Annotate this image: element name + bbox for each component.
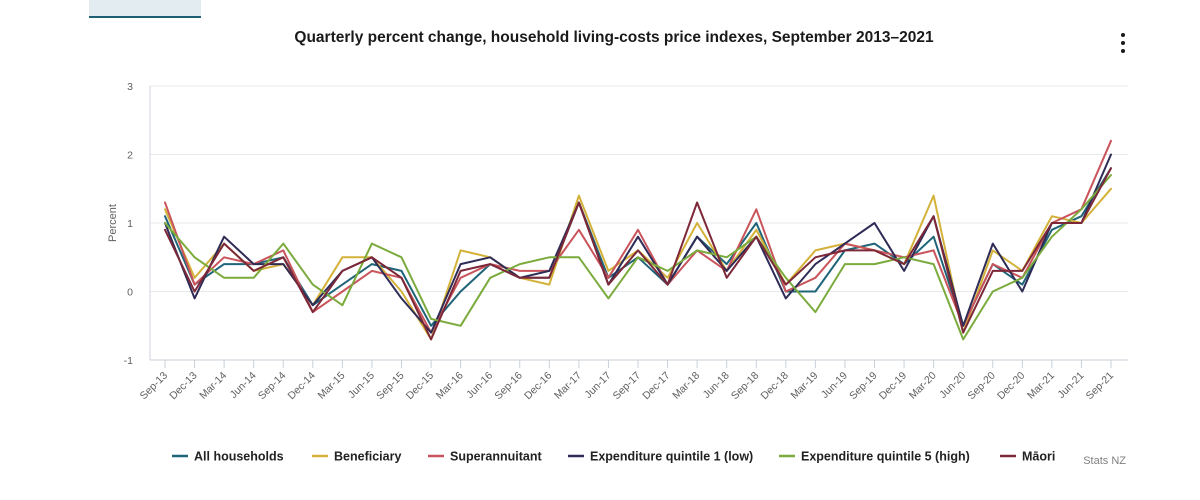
x-tick-label: Jun-20 <box>937 370 968 401</box>
series-line-2[interactable] <box>164 139 1112 334</box>
x-tick-label: Sep-20 <box>965 370 998 403</box>
x-tick-label: Jun-14 <box>228 370 259 401</box>
series-line-5[interactable] <box>164 167 1112 341</box>
x-tick-label: Dec-19 <box>877 370 910 403</box>
y-tick-label: 1 <box>127 218 133 230</box>
x-tick-label: Mar-15 <box>315 370 347 402</box>
x-tick-label: Dec-13 <box>167 370 200 403</box>
x-tick-label: Sep-21 <box>1084 370 1117 403</box>
legend-label: Māori <box>1022 450 1055 464</box>
x-tick-label: Jun-15 <box>346 370 377 401</box>
x-tick-label: Jun-16 <box>464 370 495 401</box>
y-tick-labels: -1 0 1 2 3 <box>124 81 134 367</box>
y-axis-title: Percent <box>107 204 119 242</box>
x-tick-label: Mar-16 <box>434 370 466 402</box>
series-line-3[interactable] <box>164 153 1112 334</box>
x-tick-label: Mar-17 <box>552 370 584 402</box>
series-line-4[interactable] <box>164 174 1112 341</box>
x-tick-label: Sep-15 <box>374 370 407 403</box>
chart-title: Quarterly percent change, household livi… <box>294 29 934 46</box>
legend-item[interactable]: Māori <box>1000 450 1055 464</box>
x-tick-label: Dec-20 <box>995 370 1028 403</box>
x-tick-label: Sep-14 <box>256 370 289 403</box>
x-tick-label: Dec-14 <box>286 370 319 403</box>
legend-label: Superannuitant <box>450 450 543 464</box>
series-line-1[interactable] <box>164 187 1112 341</box>
x-tick-label: Mar-20 <box>907 370 939 402</box>
y-tick-label: 3 <box>127 81 133 93</box>
y-tick-label: -1 <box>124 355 133 367</box>
x-tick-label: Jun-18 <box>701 370 732 401</box>
x-tick-label: Sep-18 <box>729 370 762 403</box>
x-tick-label: Mar-19 <box>788 370 820 402</box>
x-tick-label: Mar-18 <box>670 370 702 402</box>
credits-label[interactable]: Stats NZ <box>1083 455 1126 467</box>
x-tick-label: Dec-15 <box>404 370 437 403</box>
legend-item[interactable]: All households <box>172 450 284 464</box>
x-tick-label: Dec-17 <box>640 370 673 403</box>
x-tick-label: Mar-21 <box>1025 370 1057 402</box>
legend-label: Expenditure quintile 1 (low) <box>590 450 753 464</box>
x-tick-label: Sep-16 <box>492 370 525 403</box>
x-tick-labels: Sep-13Dec-13Mar-14Jun-14Sep-14Dec-14Mar-… <box>138 360 1117 403</box>
grid-lines <box>150 85 1128 292</box>
legend-label: Beneficiary <box>334 450 401 464</box>
x-tick-label: Jun-17 <box>582 370 613 401</box>
x-tick-label: Mar-14 <box>197 370 229 402</box>
active-tab-indicator[interactable] <box>89 0 201 18</box>
x-tick-label: Sep-13 <box>138 370 171 403</box>
legend-item[interactable]: Expenditure quintile 1 (low) <box>568 450 753 464</box>
legend: All households Beneficiary Superannuitant E… <box>172 450 1055 464</box>
legend-item[interactable]: Beneficiary <box>312 450 401 464</box>
x-tick-label: Dec-18 <box>759 370 792 403</box>
x-tick-label: Jun-21 <box>1055 370 1086 401</box>
legend-label: All households <box>194 450 284 464</box>
x-tick-label: Jun-19 <box>819 370 850 401</box>
legend-item[interactable]: Superannuitant <box>428 450 543 464</box>
series-lines <box>164 139 1112 341</box>
y-tick-label: 2 <box>127 150 133 162</box>
chart-menu-icon[interactable] <box>1110 30 1136 56</box>
y-tick-label: 0 <box>127 287 133 299</box>
x-tick-label: Sep-19 <box>847 370 880 403</box>
legend-item[interactable]: Expenditure quintile 5 (high) <box>779 450 970 464</box>
legend-label: Expenditure quintile 5 (high) <box>801 450 970 464</box>
x-tick-label: Sep-17 <box>611 370 644 403</box>
x-tick-label: Dec-16 <box>522 370 555 403</box>
